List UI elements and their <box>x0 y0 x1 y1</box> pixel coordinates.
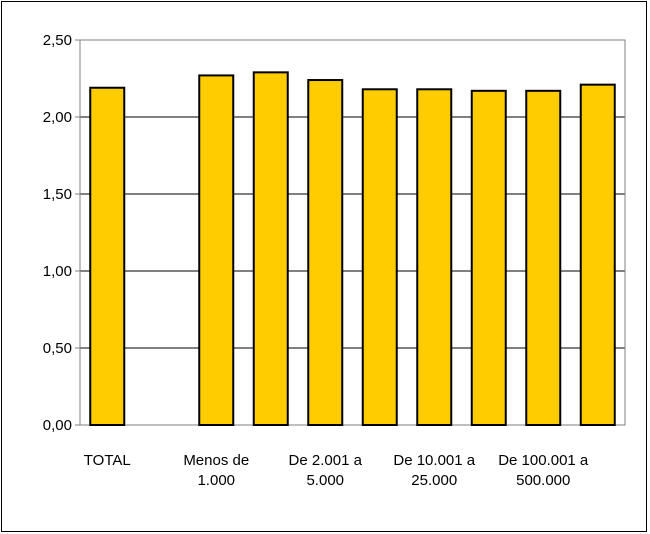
x-tick-label: De 100.001 a 500.000 <box>498 452 589 489</box>
bars <box>89 71 616 427</box>
y-tick-label: 1,00 <box>43 263 72 280</box>
bar <box>198 74 235 426</box>
bar <box>89 86 126 427</box>
y-axis-tick-labels: 0,00 0,50 1,00 1,50 2,00 2,50 <box>43 32 72 434</box>
bar <box>361 88 398 426</box>
x-axis-tick-labels: TOTAL Menos de 1.000 De 2.001 a 5.000 De 10.0… <box>84 452 589 489</box>
x-tick-label: De 10.001 a 25.000 <box>393 452 475 489</box>
y-tick-label: 1,50 <box>43 186 72 203</box>
y-tick-label: 0,00 <box>43 417 72 434</box>
bar <box>252 71 289 426</box>
x-tick-label: De 2.001 a 5.000 <box>289 452 363 489</box>
plot-area <box>79 39 626 426</box>
y-tick-label: 2,50 <box>43 32 72 49</box>
bar <box>416 88 453 426</box>
x-tick-label: TOTAL <box>84 452 131 469</box>
bar <box>579 83 616 426</box>
x-tick-label: Menos de 1.000 <box>183 452 249 489</box>
bar <box>307 79 344 426</box>
y-tick-label: 0,50 <box>43 340 72 357</box>
y-tick-label: 2,00 <box>43 109 72 126</box>
bar <box>525 89 562 426</box>
bar <box>470 89 507 426</box>
